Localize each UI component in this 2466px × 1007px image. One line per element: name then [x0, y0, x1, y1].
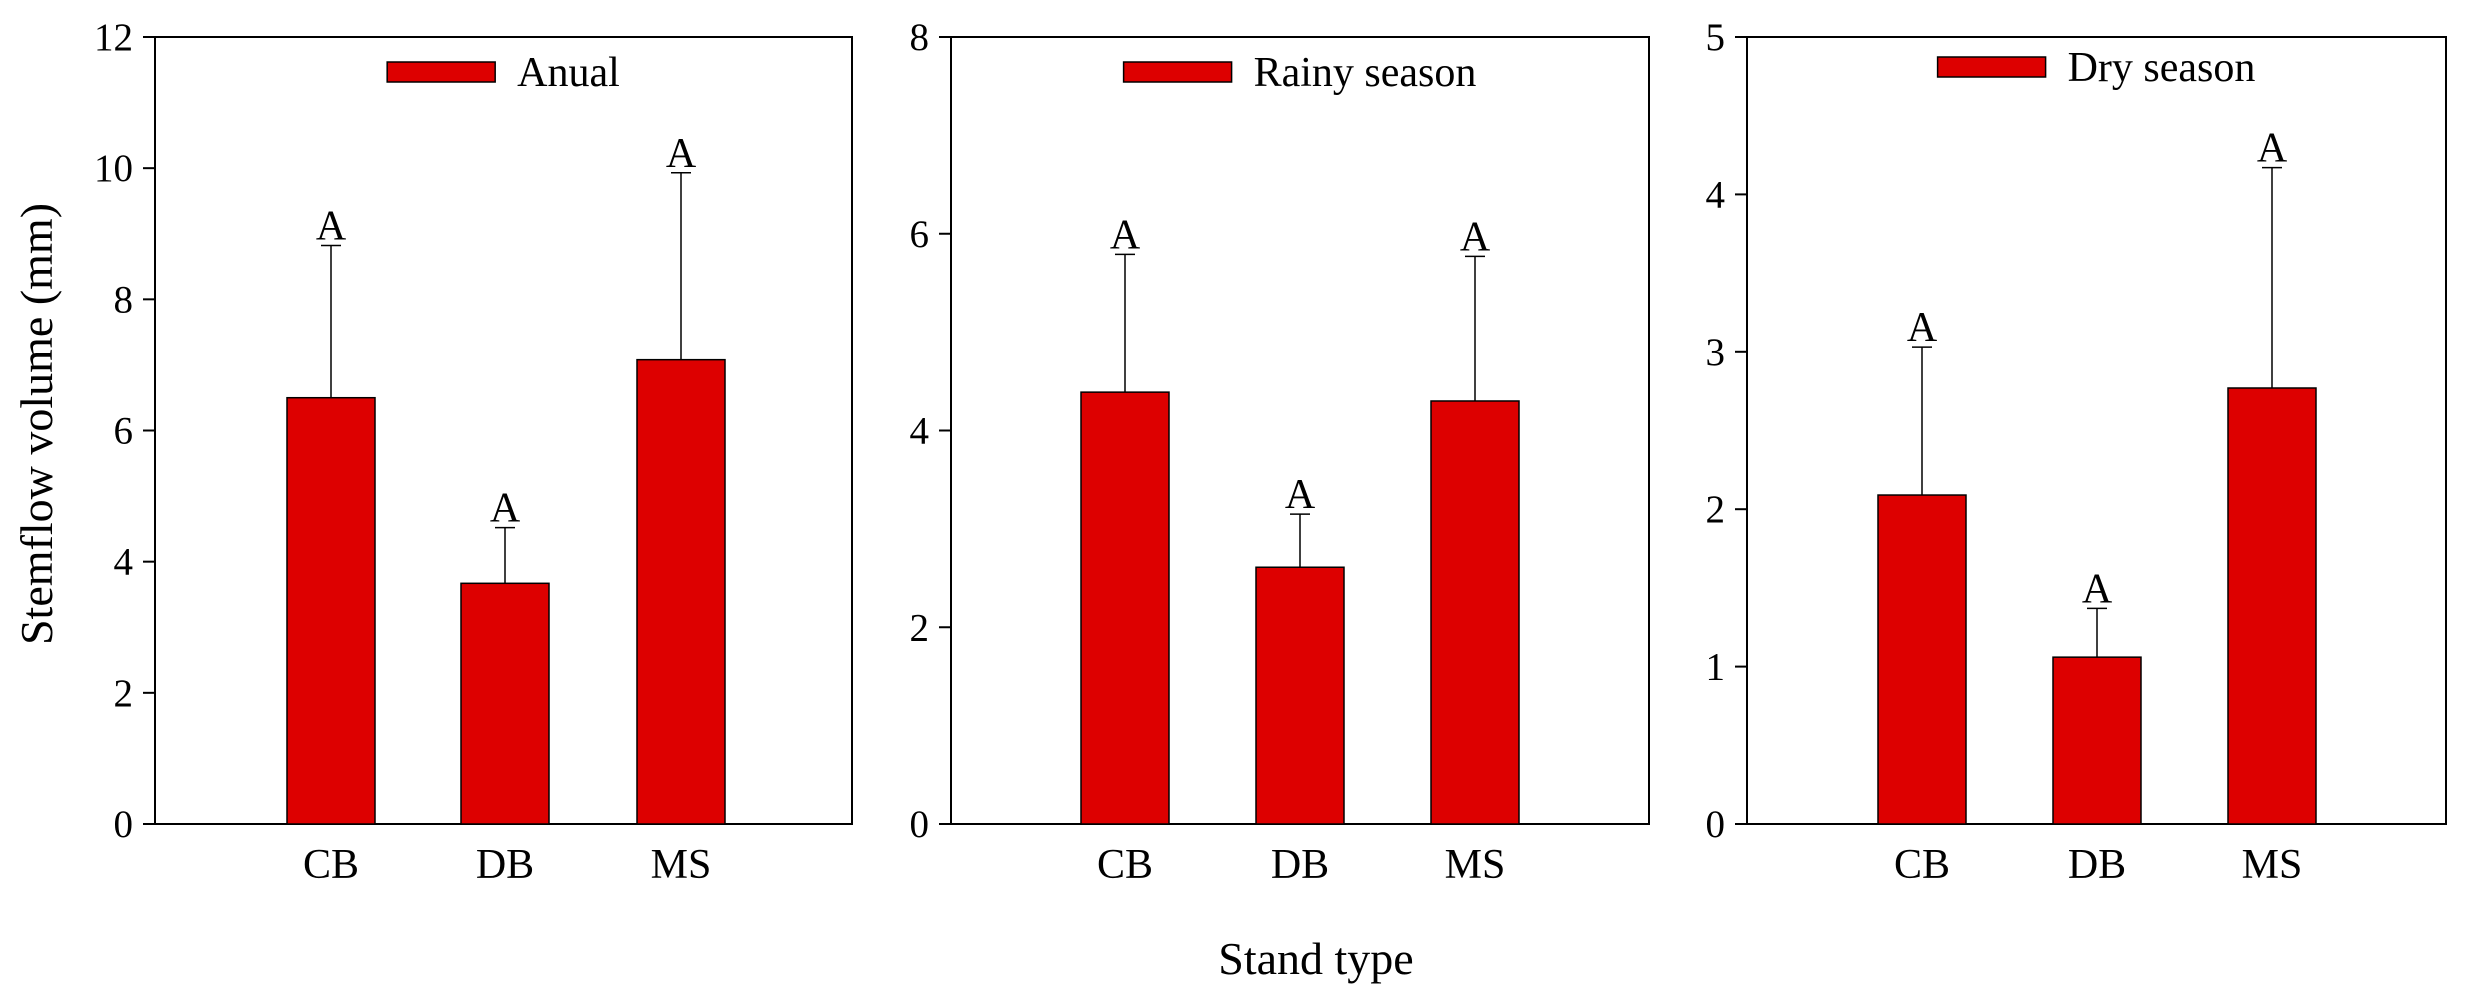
x-tick-label: MS [651, 842, 712, 888]
legend: Rainy season [1122, 50, 1477, 96]
y-axis-title: Stemflow volume (mm) [11, 203, 62, 645]
legend: Dry season [1936, 45, 2256, 91]
x-tick-label: CB [1894, 842, 1950, 888]
legend-label: Anual [517, 50, 620, 96]
x-tick-label: MS [1445, 842, 1506, 888]
y-tick-label: 8 [910, 16, 930, 59]
y-tick-label: 2 [1706, 488, 1726, 531]
bar-ms [1430, 400, 1520, 825]
significance-label: A [1285, 472, 1316, 518]
y-tick-label: 6 [910, 213, 930, 256]
panel-1: 0 2 4 6 8 10 12 A CB A DB A MS Anual [94, 16, 853, 888]
legend-swatch [386, 61, 496, 83]
x-tick-label: MS [2242, 842, 2303, 888]
x-tick-label: DB [476, 842, 534, 888]
x-axis-title: Stand type [1218, 933, 1413, 984]
y-tick-label: 10 [94, 147, 133, 190]
y-tick-label: 8 [114, 278, 134, 321]
significance-label: A [2257, 126, 2288, 172]
y-tick-label: 4 [910, 410, 930, 453]
x-tick-label: CB [1097, 842, 1153, 888]
legend-swatch [1122, 61, 1233, 83]
y-tick-label: 0 [910, 803, 930, 846]
significance-label: A [666, 131, 697, 177]
legend-label: Dry season [2068, 45, 2256, 91]
x-tick-label: DB [1271, 842, 1329, 888]
bar-cb [1080, 391, 1170, 825]
bar-ms [2227, 387, 2317, 825]
y-tick-label: 6 [114, 410, 134, 453]
significance-label: A [1110, 212, 1141, 258]
bar-cb [286, 396, 376, 825]
y-tick-label: 2 [910, 606, 930, 649]
y-tick-label: 3 [1706, 331, 1726, 374]
x-tick-label: CB [303, 842, 359, 888]
x-tick-label: DB [2068, 842, 2126, 888]
y-tick-label: 0 [114, 803, 134, 846]
y-tick-label: 4 [1706, 173, 1726, 216]
legend-swatch [1936, 56, 2047, 78]
panel-2: 0 2 4 6 8 A CB A DB A MS Rainy season [910, 16, 1650, 888]
bar-cb [1877, 494, 1967, 825]
y-tick-label: 2 [114, 672, 134, 715]
bar-db [2052, 656, 2142, 825]
significance-label: A [316, 204, 347, 250]
significance-label: A [1460, 214, 1491, 260]
y-tick-label: 12 [94, 16, 133, 59]
bar-db [460, 582, 550, 825]
y-tick-label: 4 [114, 541, 134, 584]
y-tick-label: 1 [1706, 646, 1726, 689]
bar-db [1255, 566, 1345, 825]
legend: Anual [386, 50, 620, 96]
y-tick-label: 0 [1706, 803, 1726, 846]
y-tick-label: 5 [1706, 16, 1726, 59]
significance-label: A [2082, 566, 2113, 612]
significance-label: A [490, 486, 521, 532]
chart-panels: 024681012ACBADBAMSAnual02468ACBADBAMSRai… [94, 16, 2447, 888]
panel-3: 0 1 2 3 4 5 A CB A DB A MS Dry season [1706, 16, 2447, 888]
bar-ms [636, 358, 726, 825]
legend-label: Rainy season [1254, 50, 1477, 96]
significance-label: A [1907, 305, 1938, 351]
